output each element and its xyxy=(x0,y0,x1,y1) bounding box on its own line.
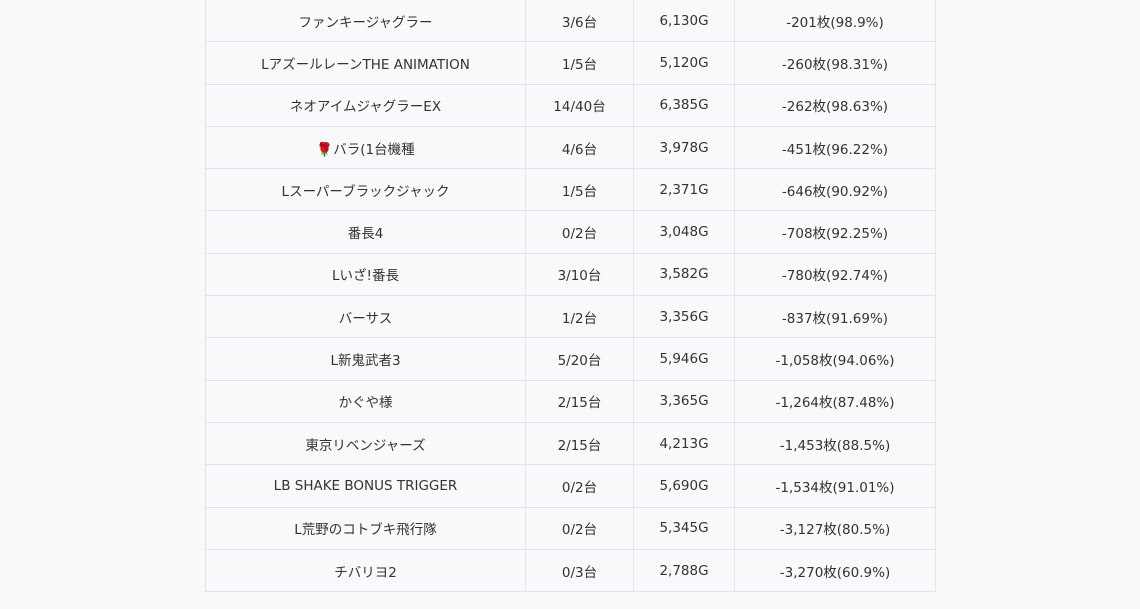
result-cell: -3,127枚(80.5%) xyxy=(734,506,936,550)
machine-name-cell: Lスーパーブラックジャック xyxy=(205,168,526,212)
machine-name-cell: L荒野のコトブキ飛行隊 xyxy=(205,506,526,550)
machine-name-cell: バーサス xyxy=(205,295,526,339)
table-row: L荒野のコトブキ飛行隊 0/2台 5,345G -3,127枚(80.5%) xyxy=(205,506,936,550)
result-cell: -780枚(92.74%) xyxy=(734,252,936,297)
games-cell: 2,371G xyxy=(633,168,735,212)
machine-name-cell: 番長4 xyxy=(205,210,526,254)
result-cell: -3,270枚(60.9%) xyxy=(734,548,936,593)
result-cell: -451枚(96.22%) xyxy=(734,125,936,170)
games-cell: 3,978G xyxy=(633,125,735,170)
machine-count-cell: 14/40台 xyxy=(525,83,634,127)
table-row: ネオアイムジャグラーEX 14/40台 6,385G -262枚(98.63%) xyxy=(205,83,936,127)
machine-name-cell: L新鬼武者3 xyxy=(205,337,526,381)
machine-count-cell: 5/20台 xyxy=(525,337,634,381)
result-cell: -837枚(91.69%) xyxy=(734,295,936,339)
machine-count-cell: 1/2台 xyxy=(525,295,634,339)
table-row: かぐや様 2/15台 3,365G -1,264枚(87.48%) xyxy=(205,379,936,423)
machine-name-cell: 🌹バラ(1台機種 xyxy=(205,125,526,170)
machine-name-cell: LB SHAKE BONUS TRIGGER xyxy=(205,464,526,508)
games-cell: 5,345G xyxy=(633,506,735,550)
table-row: L新鬼武者3 5/20台 5,946G -1,058枚(94.06%) xyxy=(205,337,936,381)
machine-results-table: ファンキージャグラー 3/6台 6,130G -201枚(98.9%) Lアズールレーン… xyxy=(205,0,936,593)
result-cell: -1,534枚(91.01%) xyxy=(734,464,936,508)
machine-count-cell: 4/6台 xyxy=(525,125,634,170)
machine-count-cell: 0/2台 xyxy=(525,464,634,508)
games-cell: 5,946G xyxy=(633,337,735,381)
result-cell: -262枚(98.63%) xyxy=(734,83,936,127)
result-cell: -1,264枚(87.48%) xyxy=(734,379,936,423)
machine-count-cell: 2/15台 xyxy=(525,379,634,423)
table-row: ファンキージャグラー 3/6台 6,130G -201枚(98.9%) xyxy=(205,0,936,43)
machine-count-cell: 0/3台 xyxy=(525,548,634,593)
games-cell: 2,788G xyxy=(633,548,735,593)
machine-count-cell: 2/15台 xyxy=(525,421,634,466)
machine-name-cell: ファンキージャグラー xyxy=(205,0,526,43)
machine-count-cell: 3/10台 xyxy=(525,252,634,297)
games-cell: 3,048G xyxy=(633,210,735,254)
result-cell: -1,453枚(88.5%) xyxy=(734,421,936,466)
games-cell: 3,365G xyxy=(633,379,735,423)
machine-name-cell: 東京リベンジャーズ xyxy=(205,421,526,466)
machine-count-cell: 0/2台 xyxy=(525,506,634,550)
table-row: Lいざ!番長 3/10台 3,582G -780枚(92.74%) xyxy=(205,252,936,297)
machine-name-cell: LアズールレーンTHE ANIMATION xyxy=(205,41,526,85)
result-cell: -1,058枚(94.06%) xyxy=(734,337,936,381)
result-cell: -708枚(92.25%) xyxy=(734,210,936,254)
machine-name-cell: かぐや様 xyxy=(205,379,526,423)
games-cell: 4,213G xyxy=(633,421,735,466)
result-cell: -201枚(98.9%) xyxy=(734,0,936,43)
machine-count-cell: 1/5台 xyxy=(525,168,634,212)
machine-count-cell: 3/6台 xyxy=(525,0,634,43)
result-cell: -646枚(90.92%) xyxy=(734,168,936,212)
games-cell: 3,356G xyxy=(633,295,735,339)
machine-count-cell: 0/2台 xyxy=(525,210,634,254)
table-row: LB SHAKE BONUS TRIGGER 0/2台 5,690G -1,534枚(… xyxy=(205,464,936,508)
games-cell: 6,385G xyxy=(633,83,735,127)
table-row: チバリヨ2 0/3台 2,788G -3,270枚(60.9%) xyxy=(205,548,936,593)
machine-name-cell: Lいざ!番長 xyxy=(205,252,526,297)
games-cell: 6,130G xyxy=(633,0,735,43)
games-cell: 5,690G xyxy=(633,464,735,508)
table-row: バーサス 1/2台 3,356G -837枚(91.69%) xyxy=(205,295,936,339)
result-cell: -260枚(98.31%) xyxy=(734,41,936,85)
table-row: 🌹バラ(1台機種 4/6台 3,978G -451枚(96.22%) xyxy=(205,125,936,170)
table-row: 番長4 0/2台 3,048G -708枚(92.25%) xyxy=(205,210,936,254)
machine-name-cell: チバリヨ2 xyxy=(205,548,526,593)
machine-name-cell: ネオアイムジャグラーEX xyxy=(205,83,526,127)
games-cell: 5,120G xyxy=(633,41,735,85)
table-row: LアズールレーンTHE ANIMATION 1/5台 5,120G -260枚(98.… xyxy=(205,41,936,85)
table-row: 東京リベンジャーズ 2/15台 4,213G -1,453枚(88.5%) xyxy=(205,421,936,466)
games-cell: 3,582G xyxy=(633,252,735,297)
table-row: Lスーパーブラックジャック 1/5台 2,371G -646枚(90.92%) xyxy=(205,168,936,212)
machine-count-cell: 1/5台 xyxy=(525,41,634,85)
